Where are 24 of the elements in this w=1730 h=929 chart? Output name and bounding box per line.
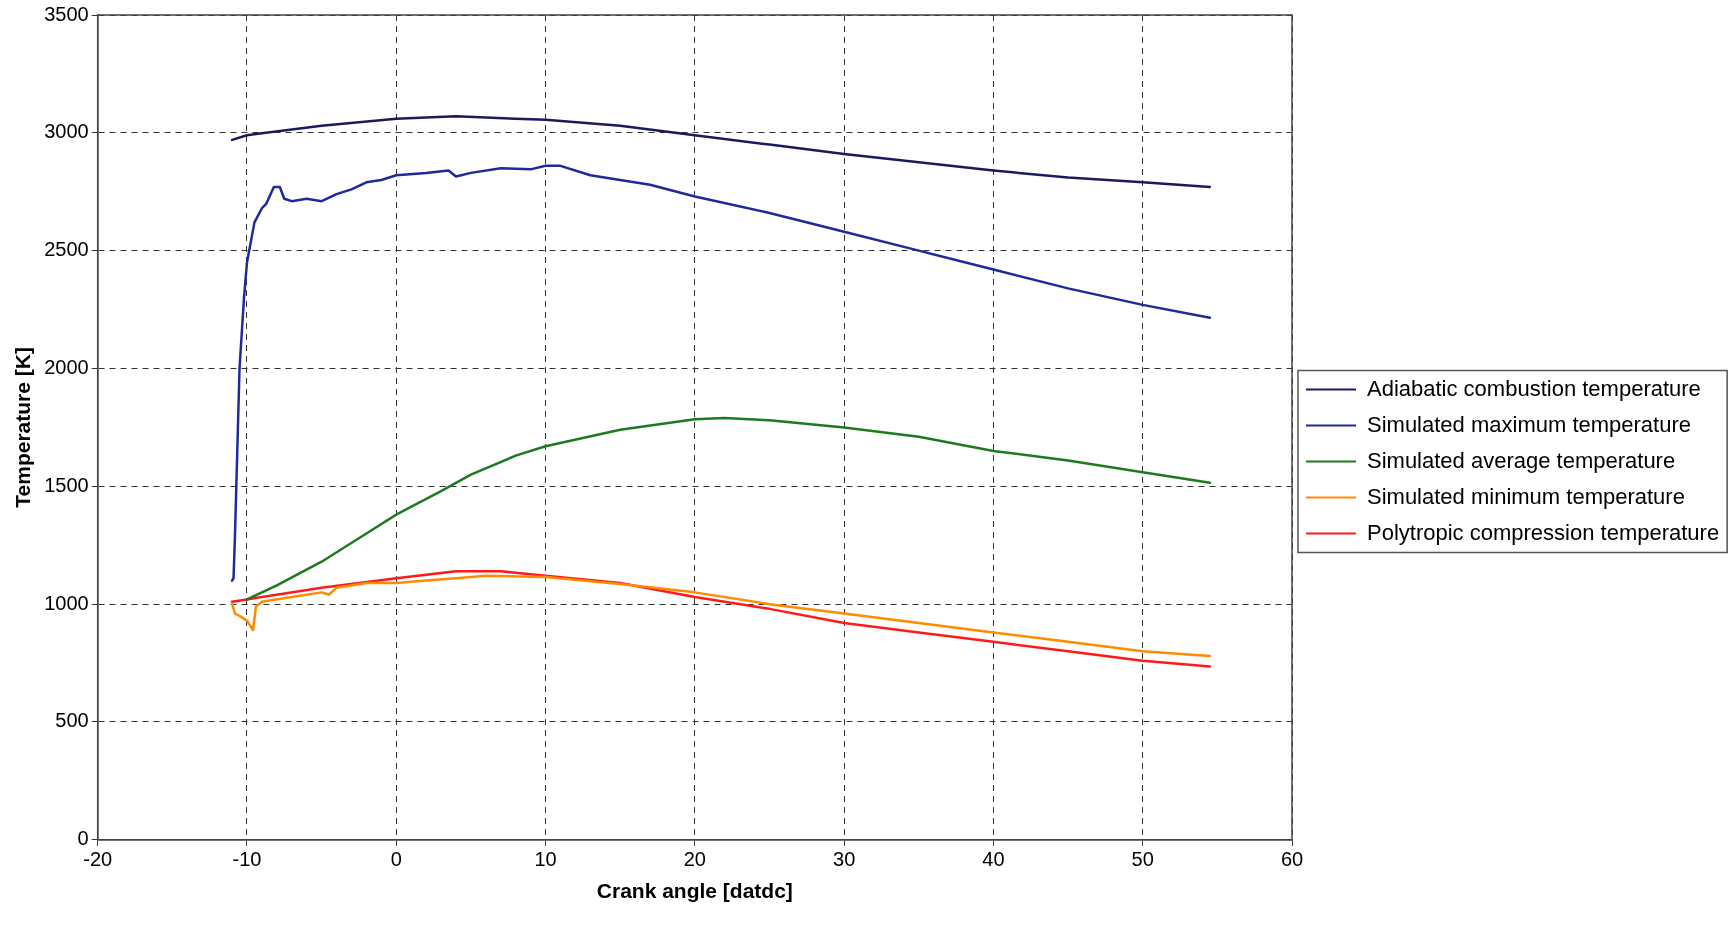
x-tick-label: 60 — [1280, 848, 1304, 871]
legend-label: Simulated maximum temperature — [1367, 411, 1692, 437]
y-tick-label: 1500 — [44, 473, 89, 496]
legend-label: Simulated average temperature — [1367, 447, 1676, 473]
x-tick-label: -20 — [83, 848, 113, 871]
x-tick-label: 50 — [1131, 848, 1154, 871]
legend-label: Adiabatic combustion temperature — [1367, 375, 1701, 401]
y-tick-label: 3500 — [44, 2, 89, 25]
y-axis-title: Temperature [K] — [11, 347, 35, 508]
x-axis-title: Crank angle [datdc] — [596, 879, 793, 903]
x-tick-label: 0 — [390, 848, 402, 871]
x-tick-label: -10 — [232, 848, 262, 871]
x-tick-label: 20 — [683, 848, 706, 871]
y-tick-label: 500 — [55, 709, 89, 732]
legend-label: Simulated minimum temperature — [1367, 483, 1685, 509]
x-tick-label: 10 — [534, 848, 557, 871]
x-tick-label: 40 — [982, 848, 1005, 871]
y-tick-label: 2000 — [44, 356, 89, 378]
y-tick-label: 2500 — [44, 238, 89, 261]
y-tick-label: 3000 — [44, 120, 89, 143]
y-tick-label: 1000 — [44, 591, 89, 614]
x-tick-label: 30 — [833, 848, 856, 871]
legend-label: Polytropic compression temperature — [1367, 519, 1720, 545]
y-tick-label: 0 — [77, 827, 89, 850]
